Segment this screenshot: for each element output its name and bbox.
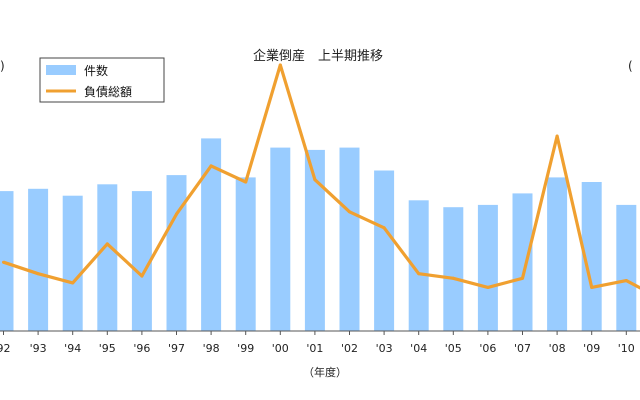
legend-label-fusai: 負債総額 [84, 84, 132, 99]
line-point-09 [590, 285, 594, 289]
left-axis-unit-mark: ) [0, 59, 5, 73]
line-path-fusai [2, 63, 640, 290]
line-point-02 [348, 210, 351, 214]
bar-08 [547, 177, 568, 331]
x-tick-label: '07 [514, 342, 531, 355]
right-axis-unit-mark: ( [628, 59, 633, 73]
line-point-98 [209, 164, 213, 168]
bar-96 [131, 191, 152, 331]
x-axis-label: （年度） [303, 365, 347, 379]
x-axis-ticks: 92 '93 '94 '95 '96 '97 '98 '99 '00 '01 '02 '03 '04 '0… [0, 331, 635, 355]
line-series-fusai [2, 63, 640, 290]
line-point-95 [105, 242, 109, 246]
x-tick-label: '00 [272, 342, 289, 355]
bar-97 [166, 175, 187, 331]
x-tick-label: '08 [549, 342, 566, 355]
x-tick-label: '03 [376, 342, 393, 355]
x-tick-label: '02 [341, 342, 358, 355]
x-tick-label: '93 [30, 342, 47, 355]
x-tick-label: '06 [479, 342, 496, 355]
x-tick-label: '04 [410, 342, 427, 355]
line-point-03 [382, 226, 386, 230]
x-tick-label: '05 [445, 342, 462, 355]
x-tick-label: '09 [583, 342, 600, 355]
bar-92 [0, 191, 14, 331]
bar-07 [512, 193, 533, 331]
legend: 件数 負債総額 [39, 57, 165, 103]
x-tick-label: '96 [133, 342, 150, 355]
bar-10 [616, 204, 637, 331]
x-tick-label: '98 [203, 342, 220, 355]
bar-06 [477, 204, 498, 331]
bar-09 [581, 182, 602, 331]
bar-04 [408, 200, 429, 331]
line-point-99 [244, 180, 248, 184]
line-point-08 [555, 134, 559, 138]
x-tick-label: '94 [64, 342, 81, 355]
bar-98 [201, 138, 222, 331]
line-point-00 [278, 63, 282, 67]
bar-00 [270, 147, 291, 331]
bar-02 [339, 147, 360, 331]
bar-99 [235, 177, 256, 331]
chart-title: 企業倒産 上半期推移 [253, 48, 383, 64]
line-point-05 [451, 276, 455, 280]
bar-05 [443, 207, 464, 331]
bar-series-kensu [0, 138, 637, 331]
bar-95 [97, 184, 118, 331]
line-point-94 [71, 281, 75, 285]
bar-94 [62, 195, 83, 331]
bar-93 [28, 188, 49, 331]
legend-swatch-kensu [46, 65, 76, 75]
x-tick-label: '01 [306, 342, 323, 355]
line-point-96 [140, 274, 144, 278]
legend-label-kensu: 件数 [84, 63, 108, 78]
line-point-07 [521, 276, 524, 280]
x-tick-label: '10 [618, 342, 635, 355]
bar-01 [304, 149, 325, 331]
line-point-04 [417, 272, 421, 276]
x-tick-label: '95 [99, 342, 116, 355]
line-point-92 [2, 260, 5, 264]
x-tick-label: '97 [168, 342, 185, 355]
line-point-10 [624, 279, 628, 283]
x-tick-label: '99 [237, 342, 254, 355]
bar-03 [374, 170, 395, 331]
line-point-06 [486, 285, 490, 289]
line-point-01 [313, 178, 317, 182]
x-tick-label: 92 [0, 342, 11, 355]
line-point-97 [175, 212, 178, 216]
line-point-93 [36, 272, 40, 276]
